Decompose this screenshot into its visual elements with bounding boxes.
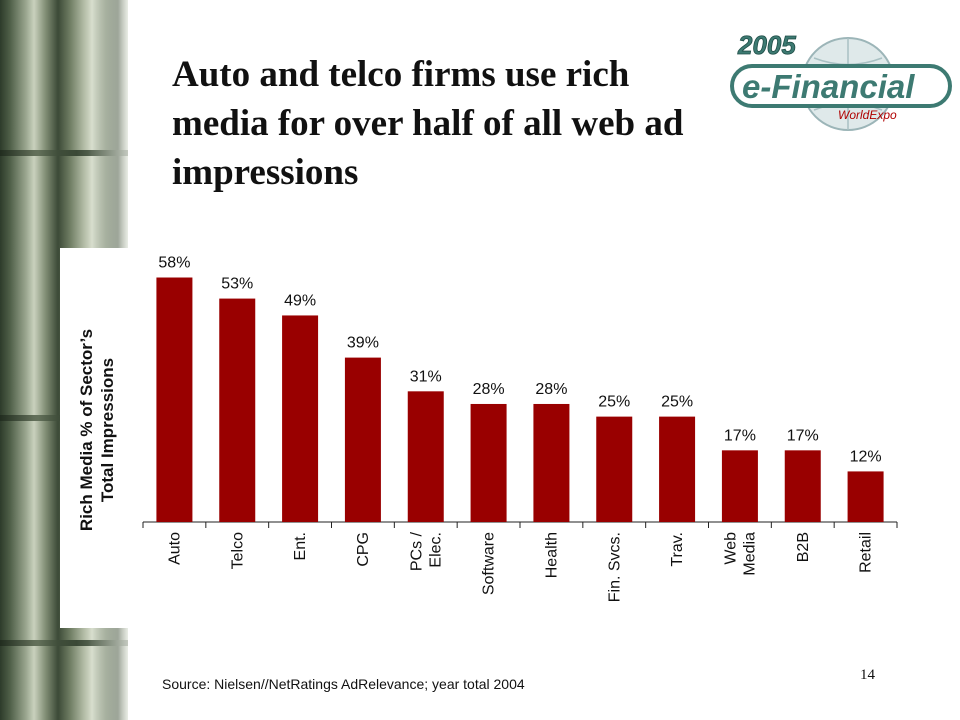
logo-subtitle: WorldExpo — [838, 108, 897, 122]
bar — [156, 277, 193, 522]
bar — [596, 416, 633, 522]
slide-title: Auto and telco firms use rich media for … — [172, 54, 684, 193]
data-label: 58% — [158, 255, 190, 272]
category-label: Auto — [166, 532, 183, 565]
e-financial-logo: 2005 e-Financial WorldExpo — [730, 30, 952, 131]
category-label: Software — [481, 532, 498, 595]
category-label: Ent. — [292, 532, 309, 560]
data-label: 17% — [724, 427, 756, 444]
bar — [784, 450, 821, 522]
bar — [470, 403, 507, 522]
category-label: CPG — [355, 532, 372, 567]
data-label: 12% — [850, 448, 882, 465]
bar — [533, 403, 570, 522]
category-label: Telco — [229, 532, 246, 569]
bar — [407, 391, 444, 522]
bar — [659, 416, 696, 522]
logo-name: e-Financial — [742, 68, 915, 105]
bar-chart: Rich Media % of Sector’s Total Impressio… — [77, 255, 898, 602]
data-label: 49% — [284, 292, 316, 309]
data-label: 31% — [410, 368, 442, 385]
category-label: Elec. — [427, 532, 444, 568]
bamboo-node — [0, 640, 128, 646]
category-label: B2B — [795, 532, 812, 562]
data-label: 25% — [598, 394, 630, 411]
logo-year: 2005 — [737, 30, 796, 60]
bar — [219, 298, 256, 522]
chart-panel: Rich Media % of Sector’s Total Impressio… — [60, 248, 900, 628]
data-label: 39% — [347, 335, 379, 352]
y-axis-label-line-2: Total Impressions — [98, 358, 117, 502]
category-label: Trav. — [669, 532, 686, 567]
page-number: 14 — [860, 667, 875, 683]
logo-banner — [730, 64, 952, 108]
data-label: 25% — [661, 394, 693, 411]
bar — [721, 450, 758, 522]
category-label: Web — [722, 532, 739, 565]
data-label: 28% — [473, 381, 505, 398]
category-label: Media — [741, 532, 758, 576]
category-label: PCs / — [408, 531, 425, 571]
bar — [847, 471, 884, 522]
category-label: Health — [543, 532, 560, 578]
y-axis-label-line-1: Rich Media % of Sector’s — [77, 329, 96, 531]
data-label: 53% — [221, 276, 253, 293]
category-label: Fin. Svcs. — [606, 532, 623, 602]
data-label: 28% — [535, 381, 567, 398]
bar — [282, 315, 319, 522]
data-label: 17% — [787, 427, 819, 444]
bar — [344, 357, 381, 522]
category-label: Retail — [858, 532, 875, 573]
bamboo-node — [0, 150, 128, 156]
source-note: Source: Nielsen//NetRatings AdRelevance;… — [162, 676, 525, 692]
